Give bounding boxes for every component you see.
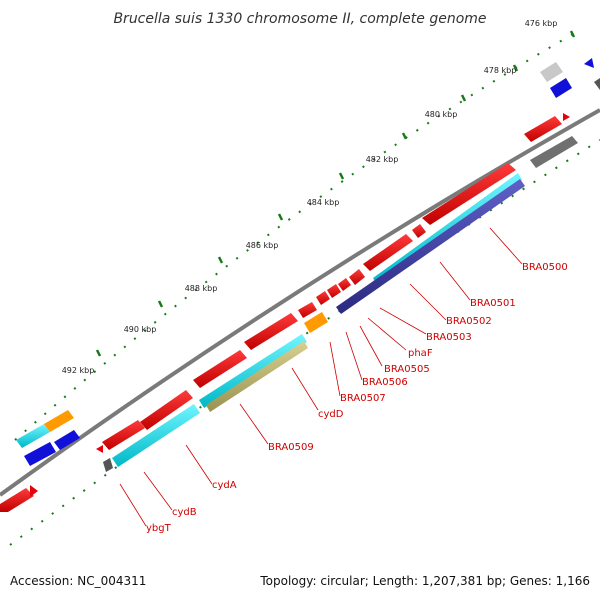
gene-label: BRA0507	[340, 393, 386, 404]
gene-forward	[140, 390, 193, 430]
gene-forward	[244, 313, 298, 350]
tick-label: 488 kbp	[185, 284, 218, 293]
accession-text: Accession: NC_004311	[10, 574, 147, 588]
major-ticks	[95, 30, 576, 357]
tick-label: 478 kbp	[484, 66, 517, 75]
gene-label: BRA0505	[384, 364, 430, 375]
gene-labels: BRA0500 BRA0501 BRA0502 BRA0503 phaF BRA…	[146, 262, 568, 534]
gene-reverse	[199, 334, 307, 408]
gene-reverse	[304, 312, 328, 333]
homolog-block	[584, 58, 594, 68]
genome-summary-text: Topology: circular; Length: 1,207,381 bp…	[260, 574, 590, 588]
homolog-blocks-left	[16, 410, 80, 466]
homolog-block	[594, 78, 600, 90]
gene-forward	[563, 113, 570, 121]
gene-forward	[327, 284, 341, 298]
gene-forward	[96, 445, 103, 453]
gene-forward	[102, 420, 145, 450]
homolog-block	[24, 442, 56, 466]
gene-label: cydA	[212, 480, 237, 491]
gene-forward	[524, 116, 562, 142]
tick-label: 482 kbp	[366, 155, 399, 164]
gene-reverse	[336, 179, 525, 314]
gene-label: BRA0506	[362, 377, 408, 388]
gene-reverse	[530, 136, 578, 168]
tick-label: 490 kbp	[124, 325, 157, 334]
gene-forward	[30, 485, 38, 497]
forward-strand-genes	[0, 113, 570, 512]
gene-label: cydB	[172, 507, 197, 518]
homolog-block	[54, 430, 80, 450]
homolog-block	[16, 424, 50, 448]
gene-forward	[349, 269, 365, 285]
homolog-block	[540, 62, 563, 82]
tick-labels: 476 kbp 478 kbp 480 kbp 482 kbp 484 kbp …	[62, 19, 558, 375]
gene-label: cydD	[318, 409, 344, 420]
gene-label: phaF	[408, 348, 433, 359]
tick-label: 480 kbp	[425, 110, 458, 119]
tick-label: 476 kbp	[525, 19, 558, 28]
gene-forward	[0, 488, 34, 512]
gene-forward	[193, 350, 247, 388]
homolog-blocks-right	[540, 58, 600, 98]
reverse-strand-genes	[103, 136, 578, 472]
map-title: Brucella suis 1330 chromosome II, comple…	[113, 11, 486, 27]
gene-forward	[298, 302, 317, 318]
genome-backbone	[0, 108, 600, 497]
gene-reverse	[103, 458, 113, 472]
gene-label: BRA0501	[470, 298, 516, 309]
tick-label: 492 kbp	[62, 366, 95, 375]
homolog-block	[44, 410, 74, 432]
outer-scale-track	[14, 29, 581, 441]
homolog-block	[550, 78, 572, 98]
gene-label: BRA0500	[522, 262, 568, 273]
gene-reverse	[206, 341, 308, 412]
gene-label-leaders	[119, 227, 523, 527]
gene-forward	[363, 234, 413, 271]
tick-label: 484 kbp	[307, 198, 340, 207]
gene-label: BRA0509	[268, 442, 314, 453]
gene-forward	[338, 278, 351, 291]
gene-label: BRA0503	[426, 332, 472, 343]
gene-reverse	[112, 404, 200, 467]
gene-label: BRA0502	[446, 316, 492, 327]
gene-forward	[422, 163, 516, 225]
gene-forward	[316, 291, 330, 305]
gene-label: ybgT	[146, 523, 172, 534]
gene-forward	[412, 224, 426, 238]
tick-label: 486 kbp	[246, 241, 279, 250]
